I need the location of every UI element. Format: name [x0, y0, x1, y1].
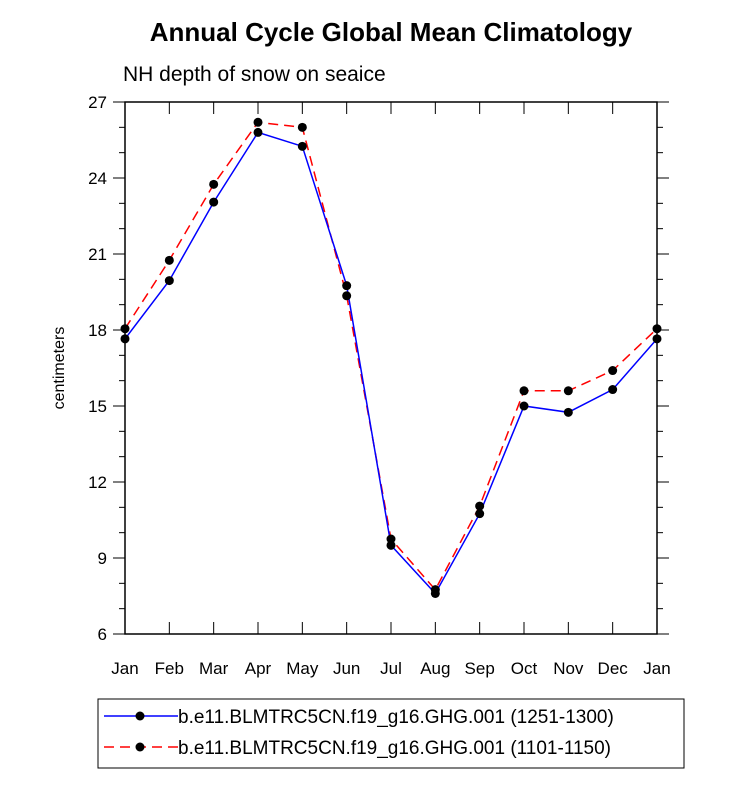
x-tick-label: May	[286, 659, 319, 678]
x-tick-label: Mar	[199, 659, 229, 678]
x-tick-label: Jun	[333, 659, 360, 678]
legend-marker-2	[135, 742, 145, 752]
series-line-1	[124, 131, 658, 595]
series-1-point	[608, 385, 618, 395]
y-tick-label: 9	[98, 549, 107, 568]
legend-marker-1	[135, 711, 145, 721]
legend-box	[97, 698, 685, 769]
series-2-point	[209, 179, 219, 189]
series-1-point	[475, 509, 485, 519]
x-tick-label: Jan	[111, 659, 138, 678]
y-tick-label: 12	[88, 473, 107, 492]
series-1-point	[386, 540, 396, 550]
series-2-point	[297, 122, 307, 132]
y-tick-label: 21	[88, 245, 107, 264]
x-tick-label: Apr	[245, 659, 272, 678]
series-markers	[120, 117, 662, 598]
series-1-point	[297, 141, 307, 151]
series-1-point	[563, 407, 573, 417]
series-1-point	[164, 276, 174, 286]
y-tick-label: 27	[88, 93, 107, 112]
legend-label-2: b.e11.BLMTRC5CN.f19_g16.GHG.001 (1101-11…	[178, 738, 611, 759]
x-tick-label: Nov	[553, 659, 584, 678]
series-2-point	[563, 386, 573, 396]
x-tick-label: Sep	[465, 659, 495, 678]
series-2-point	[164, 255, 174, 265]
x-tick-label: Jul	[380, 659, 402, 678]
y-axis-label: centimeters	[51, 327, 68, 410]
x-tick-label: Jan	[643, 659, 670, 678]
x-tick-label: Dec	[598, 659, 629, 678]
series-line-2	[124, 121, 658, 592]
series-2-point	[430, 585, 440, 595]
series-1-point	[519, 401, 529, 411]
chart-subtitle: NH depth of snow on seaice	[123, 63, 386, 86]
chart-title: Annual Cycle Global Mean Climatology	[150, 17, 633, 47]
y-tick-label: 24	[88, 169, 107, 188]
series-2-point	[519, 386, 529, 396]
series-1-point	[342, 281, 352, 291]
series-2-point	[475, 501, 485, 511]
series-2-point	[253, 117, 263, 127]
series-1-point	[209, 197, 219, 207]
x-tick-label: Aug	[420, 659, 450, 678]
y-tick-label: 18	[88, 321, 107, 340]
x-tick-label: Oct	[511, 659, 538, 678]
series-1-point	[253, 127, 263, 137]
y-tick-label: 15	[88, 397, 107, 416]
series-2-point	[386, 534, 396, 544]
legend: b.e11.BLMTRC5CN.f19_g16.GHG.001 (1251-13…	[97, 698, 685, 769]
x-tick-label: Feb	[155, 659, 184, 678]
series-lines	[124, 121, 658, 595]
plot-frame	[124, 101, 658, 635]
legend-label-1: b.e11.BLMTRC5CN.f19_g16.GHG.001 (1251-13…	[178, 707, 614, 728]
tick-marks	[113, 101, 669, 635]
series-2-point	[608, 366, 618, 376]
series-2-point	[342, 291, 352, 301]
axis-tick-labels: Jan Feb Mar Apr May Jun Jul Aug Sep Oct Nov Dec Jan6…	[88, 93, 671, 678]
y-tick-label: 6	[98, 625, 107, 644]
